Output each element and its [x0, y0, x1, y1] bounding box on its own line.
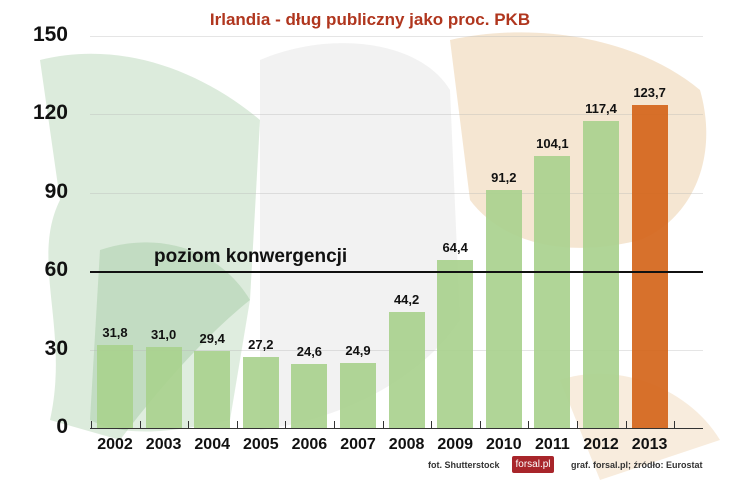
- bar-2010: [485, 189, 522, 428]
- value-label: 31,0: [150, 326, 177, 342]
- value-label: 91,2: [491, 169, 517, 185]
- y-tick-label: 120: [32, 101, 68, 125]
- x-tick-label: 2010: [486, 436, 522, 453]
- x-tick-mark: [382, 421, 384, 429]
- bar-2011: [534, 155, 571, 428]
- bar-2003: [145, 346, 182, 428]
- value-label: 64,4: [442, 239, 468, 255]
- x-tick-mark: [577, 421, 578, 429]
- reference-line-label: poziom konwergencji: [154, 246, 348, 267]
- value-label: 24,6: [296, 343, 323, 359]
- x-tick-mark: [334, 421, 335, 429]
- bar-2007: [340, 362, 376, 428]
- x-tick-label: 2002: [97, 436, 133, 453]
- gridline: [90, 192, 703, 194]
- x-tick-mark: [625, 421, 627, 429]
- x-tick-label: 2003: [145, 436, 182, 453]
- value-label: 104,1: [536, 135, 569, 151]
- y-tick-label: 90: [44, 179, 68, 203]
- chart-title: Irlandia - dług publiczny jako proc. PKB: [209, 10, 531, 29]
- y-tick-label: 150: [32, 23, 68, 46]
- x-tick-mark: [91, 421, 92, 429]
- x-tick-label: 2007: [340, 436, 376, 453]
- y-tick-label: 60: [44, 258, 68, 282]
- gridline: [90, 36, 703, 37]
- reference-line: [90, 271, 703, 274]
- bar-2013: [631, 104, 668, 428]
- value-label: 24,9: [345, 342, 371, 358]
- bar-2009: [437, 259, 474, 428]
- x-tick-mark: [188, 421, 190, 429]
- photo-credit: fot. Shutterstock: [428, 460, 500, 470]
- x-tick-label: 2004: [194, 436, 230, 453]
- value-label: 44,2: [393, 292, 420, 308]
- gridline: [90, 114, 703, 116]
- bar-2004: [194, 351, 231, 428]
- x-tick-label: 2005: [243, 436, 279, 453]
- value-label: 29,4: [199, 331, 225, 347]
- bar-2005: [242, 356, 279, 428]
- x-tick-label: 2013: [631, 436, 668, 453]
- x-tick-mark: [479, 421, 481, 429]
- x-tick-label: 2012: [583, 436, 619, 453]
- value-label: 117,4: [585, 101, 617, 117]
- x-tick-mark: [431, 421, 433, 429]
- value-label: 31,8: [102, 324, 128, 340]
- forsal-logo: forsal.pl: [512, 456, 554, 473]
- y-tick-label: 30: [44, 336, 68, 360]
- x-tick-mark: [674, 421, 676, 429]
- x-tick-mark: [528, 421, 530, 429]
- value-label: 27,2: [248, 336, 274, 352]
- bar-2006: [291, 363, 328, 428]
- bar-2012: [583, 121, 619, 428]
- bar-2008: [388, 312, 425, 428]
- x-tick-label: 2008: [388, 436, 425, 453]
- source-credit: graf. forsal.pl; źródło: Eurostat: [571, 460, 703, 470]
- y-tick-label: 0: [56, 415, 68, 438]
- x-axis: [90, 428, 703, 429]
- x-tick-label: 2009: [437, 436, 473, 453]
- x-tick-label: 2006: [291, 436, 328, 453]
- x-tick-mark: [236, 421, 238, 429]
- x-tick-mark: [139, 421, 141, 429]
- x-tick-mark: [285, 421, 287, 429]
- value-label: 123,7: [633, 84, 666, 100]
- bar-2002: [97, 344, 133, 428]
- x-tick-label: 2011: [535, 436, 570, 453]
